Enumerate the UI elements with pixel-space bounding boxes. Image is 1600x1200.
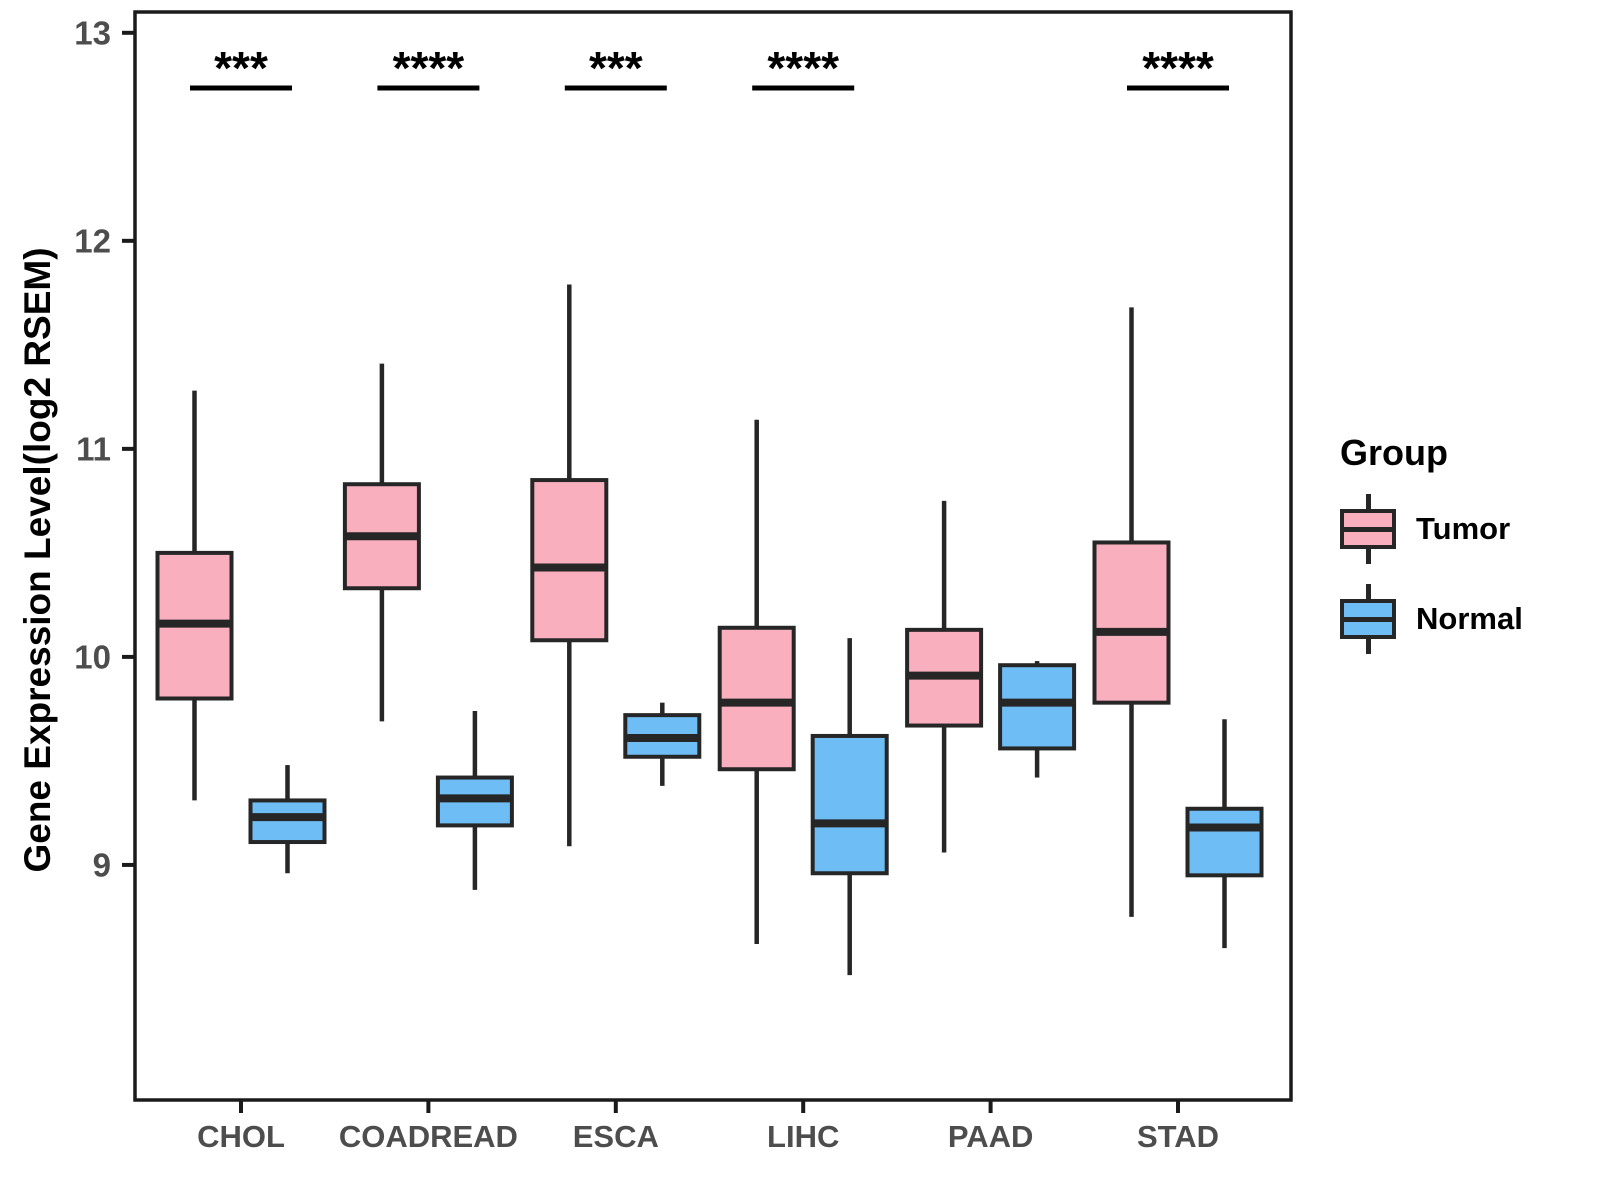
- box-normal-chol: [248, 798, 327, 845]
- significance-stars-coadread: ****: [393, 42, 465, 94]
- legend-item-normal: Normal: [1340, 584, 1523, 654]
- y-tick-label: 12: [74, 222, 111, 259]
- legend-title: Group: [1340, 432, 1448, 473]
- x-tick-label: STAD: [1137, 1119, 1219, 1154]
- legend-key-median: [1340, 526, 1396, 532]
- x-tick-label: CHOL: [197, 1119, 285, 1154]
- box-normal-paad: [998, 663, 1077, 751]
- x-tick-label: LIHC: [767, 1119, 839, 1154]
- box-tumor-lihc: [717, 625, 796, 772]
- legend-key-normal-boxplot-icon: [1340, 584, 1396, 654]
- x-tick-label: ESCA: [573, 1119, 659, 1154]
- x-tick-label: COADREAD: [339, 1119, 518, 1154]
- legend: Group Tumor Normal: [1340, 432, 1523, 654]
- y-tick-label: 9: [93, 846, 111, 883]
- panel-border: [133, 10, 1293, 1102]
- legend-key-tumor-boxplot-icon: [1340, 494, 1396, 564]
- legend-item-tumor: Tumor: [1340, 494, 1523, 564]
- significance-stars-esca: ***: [589, 42, 643, 94]
- significance-stars-lihc: ****: [767, 42, 839, 94]
- box-tumor-esca: [530, 478, 609, 643]
- legend-key-median: [1340, 616, 1396, 622]
- y-axis-title: Gene Expression Level(log2 RSEM): [17, 247, 58, 873]
- box-normal-stad: [1185, 806, 1264, 878]
- box-normal-lihc: [810, 733, 889, 876]
- significance-stars-chol: ***: [214, 42, 268, 94]
- y-tick-label: 11: [76, 430, 111, 467]
- legend-item-label-normal: Normal: [1416, 601, 1523, 636]
- legend-item-label-tumor: Tumor: [1416, 511, 1511, 546]
- y-tick-label: 10: [74, 638, 111, 675]
- y-tick-label: 13: [74, 14, 111, 51]
- x-tick-label: PAAD: [948, 1119, 1034, 1154]
- box-tumor-stad: [1092, 540, 1171, 705]
- significance-stars-stad: ****: [1142, 42, 1214, 94]
